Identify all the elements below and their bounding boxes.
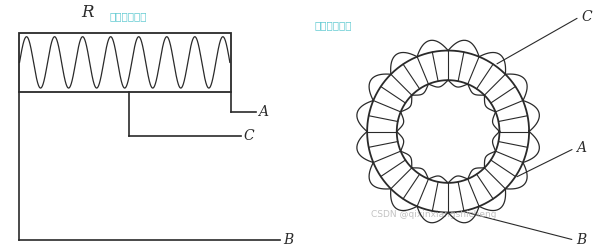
Text: A: A — [577, 141, 586, 155]
Text: A: A — [259, 105, 269, 119]
Text: CSDN @qixinxiangshicheng: CSDN @qixinxiangshicheng — [371, 210, 496, 219]
Text: B: B — [577, 233, 587, 247]
Text: C: C — [581, 10, 592, 24]
Bar — [19, 33, 231, 92]
Text: C: C — [244, 130, 254, 143]
Text: B: B — [283, 233, 294, 247]
Text: 旋转型电位器: 旋转型电位器 — [315, 20, 352, 30]
Text: R: R — [81, 4, 94, 21]
Text: 直线型电位器: 直线型电位器 — [109, 11, 147, 21]
